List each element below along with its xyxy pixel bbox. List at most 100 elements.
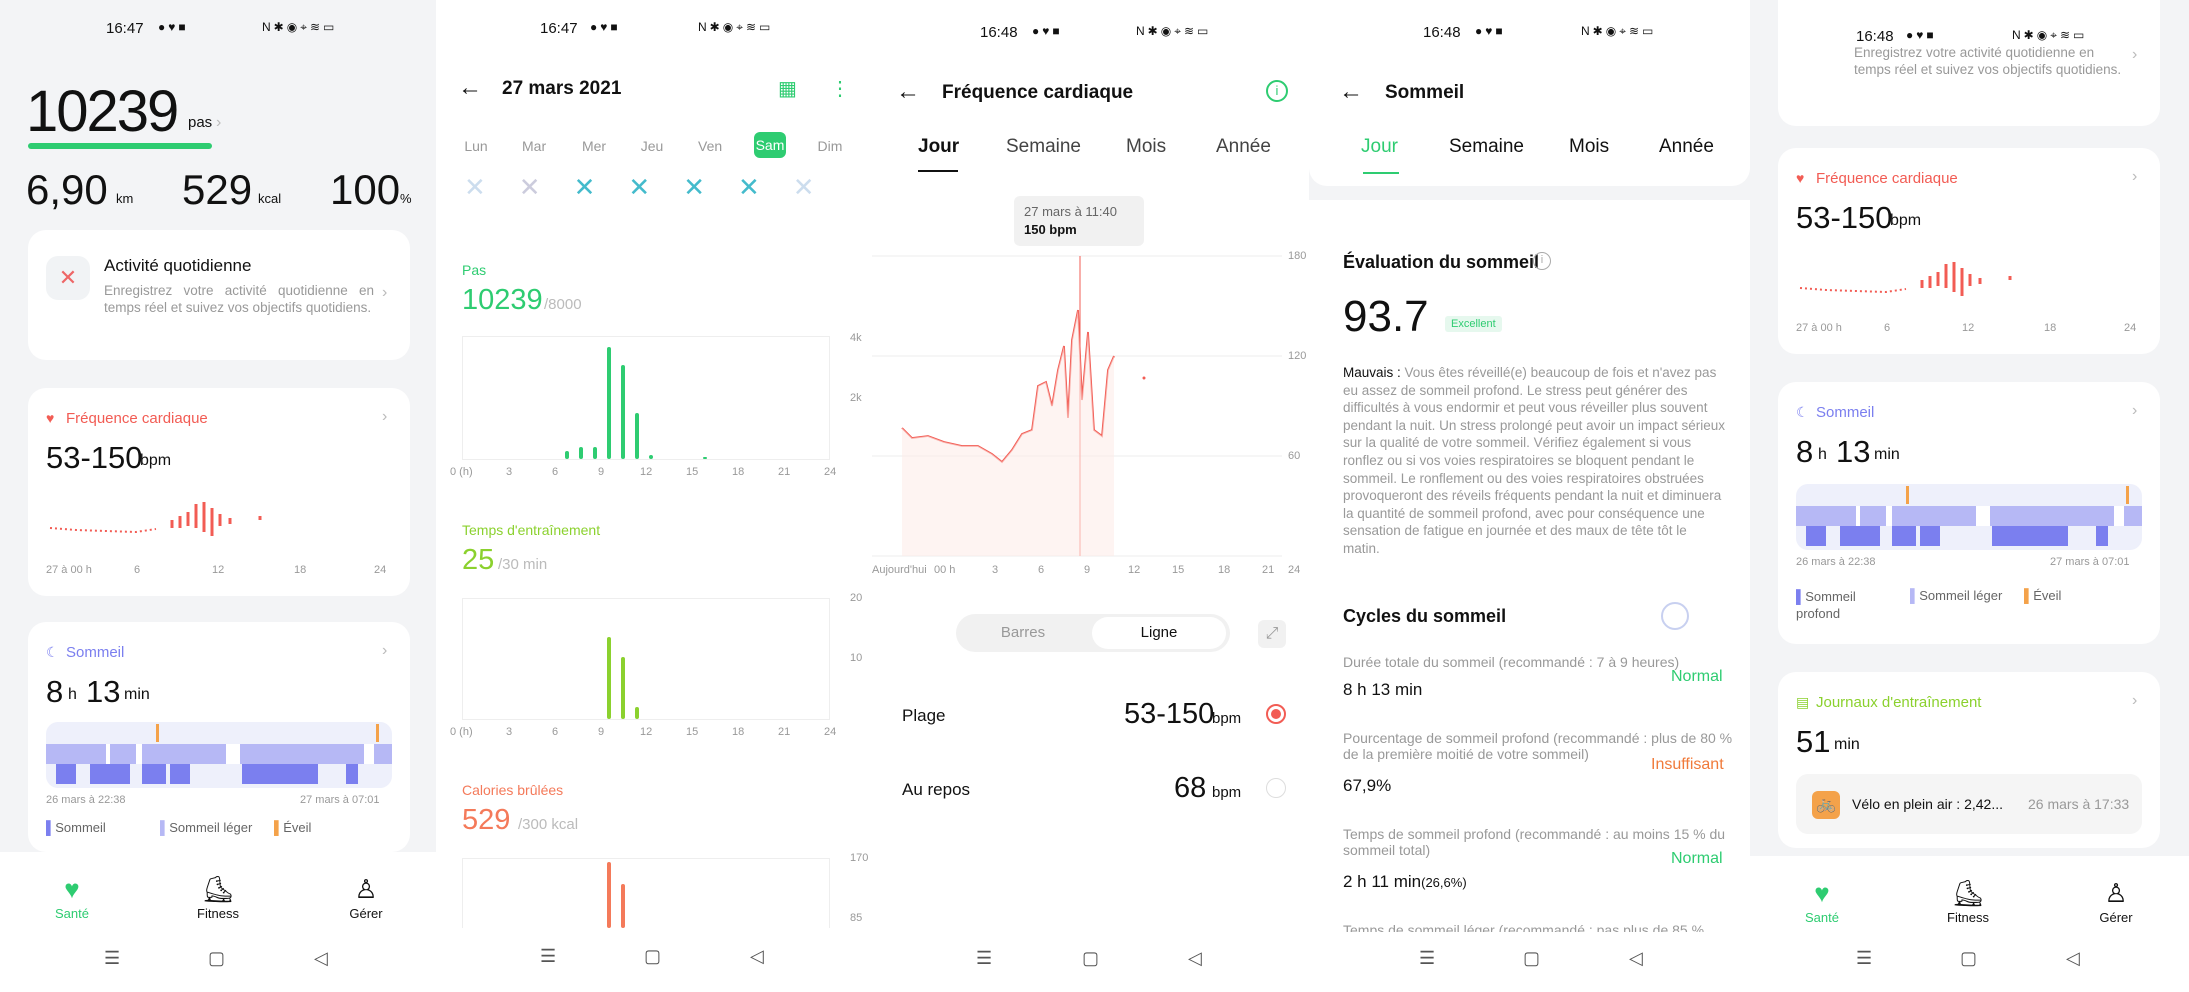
menu-icon[interactable]: ☰ [540, 946, 557, 966]
sleep-stages-chart [1796, 484, 2142, 550]
tab-jour[interactable]: Jour [1361, 136, 1398, 157]
sleep-title: Sommeil [1816, 404, 1875, 421]
day-label[interactable]: Jeu [640, 138, 664, 154]
nav-gerer[interactable]: ♙ Gérer [316, 872, 416, 921]
nav-sante[interactable]: ♥ Santé [1772, 876, 1872, 925]
page-title: 27 mars 2021 [502, 78, 622, 99]
steps-value[interactable]: 10239 [26, 79, 179, 144]
tab-semaine[interactable]: Semaine [1006, 136, 1081, 157]
day-label[interactable]: Dim [817, 138, 843, 154]
rest-radio[interactable] [1266, 778, 1286, 798]
tab-semaine[interactable]: Semaine [1449, 136, 1524, 157]
day-label[interactable]: Lun [464, 138, 488, 154]
back-arrow-icon[interactable]: ← [458, 74, 482, 101]
back-icon[interactable]: ◁ [1188, 948, 1202, 968]
menu-icon[interactable]: ☰ [104, 948, 121, 968]
day-label[interactable]: Mer [581, 138, 607, 154]
heart-icon: ♥ [1796, 170, 1805, 186]
sleep-end: 27 mars à 07:01 [300, 794, 380, 806]
heart-icon: ♥ [1814, 878, 1830, 908]
y-tick: 60 [1288, 450, 1301, 462]
x-tick: 3 [992, 564, 999, 576]
calories-goal: /300 kcal [518, 816, 579, 833]
heart-icon: ♥ [46, 410, 55, 426]
back-icon[interactable]: ◁ [1629, 948, 1643, 968]
daily-activity-card[interactable]: ✕ Activité quotidienne Enregistrez votre… [28, 230, 410, 360]
x-tick: 6 [552, 466, 559, 478]
toggle-barres[interactable]: Barres [1000, 624, 1046, 641]
menu-icon[interactable]: ☰ [1419, 948, 1436, 968]
info-icon[interactable]: i [1266, 80, 1288, 102]
x-tick: 0 (h) [450, 726, 473, 738]
tab-mois[interactable]: Mois [1126, 136, 1167, 157]
nav-gerer[interactable]: ♙ Gérer [2066, 876, 2166, 925]
sleep-card[interactable]: ☾ Sommeil › 8 h 13 min 26 mars à 22:38 2… [1778, 382, 2160, 644]
x-tick: 15 [1172, 564, 1185, 576]
heart-rate-card[interactable]: ♥ Fréquence cardiaque › 53-150 bpm 27 à … [28, 388, 410, 596]
heart-rate-card[interactable]: ♥ Fréquence cardiaque › 53-150 bpm 27 à … [1778, 148, 2160, 354]
tab-mois[interactable]: Mois [1569, 136, 1610, 157]
chevron-right-icon: › [2132, 46, 2138, 63]
back-icon[interactable]: ◁ [2066, 948, 2080, 968]
x-tick: 9 [598, 726, 605, 738]
moon-icon: ☾ [1796, 404, 1809, 420]
workout-item[interactable]: 🚲 Vélo en plein air : 2,42... 26 mars à … [1796, 774, 2142, 834]
home-icon[interactable]: ▢ [1960, 948, 1978, 968]
home-icon[interactable]: ▢ [208, 948, 226, 968]
nav-sante[interactable]: ♥ Santé [22, 872, 122, 921]
day-label-selected[interactable]: Sam [754, 132, 786, 158]
axis-tick: 12 [1962, 322, 1975, 334]
y-tick: 20 [850, 592, 863, 604]
chevron-right-icon: › [382, 642, 388, 659]
day-label[interactable]: Ven [698, 138, 723, 154]
fullscreen-icon[interactable]: ⤢ [1258, 620, 1286, 648]
tab-annee[interactable]: Année [1659, 136, 1714, 157]
daily-activity-card[interactable]: Enregistrez votre activité quotidienne e… [1778, 0, 2160, 126]
tab-annee[interactable]: Année [1216, 136, 1271, 157]
page-title: Fréquence cardiaque [942, 82, 1134, 103]
x-tick: 6 [552, 726, 559, 738]
training-chart [462, 598, 830, 720]
home-icon[interactable]: ▢ [1082, 948, 1100, 968]
chevron-right-icon: › [2132, 692, 2138, 709]
legend-awake: ▌Éveil [274, 820, 312, 835]
home-icon[interactable]: ▢ [1523, 948, 1541, 968]
sleep-start: 26 mars à 22:38 [1796, 556, 1876, 568]
nav-fitness[interactable]: ⛸ Fitness [168, 872, 268, 921]
day-label[interactable]: Mar [522, 138, 547, 154]
more-icon[interactable]: ⋮ [830, 78, 850, 100]
system-icons: N✱◉⌖≋▭ [262, 20, 338, 34]
row-value: 2 h 11 min(26,6%) [1343, 872, 1467, 891]
system-nav: ☰ ▢ ◁ [0, 948, 436, 978]
sleep-card[interactable]: ☾ Sommeil › 8 h 13 min 26 mars à 22:38 2… [28, 622, 410, 852]
menu-icon[interactable]: ☰ [976, 948, 993, 968]
toggle-ligne[interactable]: Ligne [1092, 617, 1226, 649]
x-tick: 3 [506, 726, 513, 738]
row-status: Normal [1671, 850, 1723, 867]
back-arrow-icon[interactable]: ← [1339, 78, 1363, 105]
y-tick: 2k [850, 392, 862, 404]
notification-icons: ●♥■ [590, 20, 621, 34]
calendar-icon[interactable]: ▦ [778, 78, 797, 100]
sleep-minutes: 13 [86, 674, 121, 709]
score-badge: Excellent [1445, 316, 1502, 332]
legend-deep: ▌Sommeil [46, 820, 106, 835]
back-icon[interactable]: ◁ [750, 946, 764, 966]
chevron-right-icon: › [2132, 168, 2138, 185]
range-radio[interactable] [1266, 704, 1286, 724]
back-icon[interactable]: ◁ [314, 948, 328, 968]
info-icon[interactable]: i [1533, 252, 1551, 270]
notification-icons: ●♥■ [158, 20, 189, 34]
notification-icons: ●♥■ [1906, 28, 1937, 42]
back-arrow-icon[interactable]: ← [896, 78, 920, 105]
nav-fitness[interactable]: ⛸ Fitness [1918, 876, 2018, 925]
training-label: Temps d'entraînement [462, 522, 601, 538]
home-icon[interactable]: ▢ [644, 946, 662, 966]
training-journal-card[interactable]: ▤ Journaux d'entraînement › 51 min 🚲 Vél… [1778, 672, 2160, 848]
rest-label: Au repos [902, 780, 971, 799]
page-title: Sommeil [1385, 82, 1465, 103]
tab-jour[interactable]: Jour [918, 136, 960, 157]
menu-icon[interactable]: ☰ [1856, 948, 1873, 968]
y-tick: 4k [850, 332, 862, 344]
person-icon: ♙ [2104, 878, 2128, 908]
